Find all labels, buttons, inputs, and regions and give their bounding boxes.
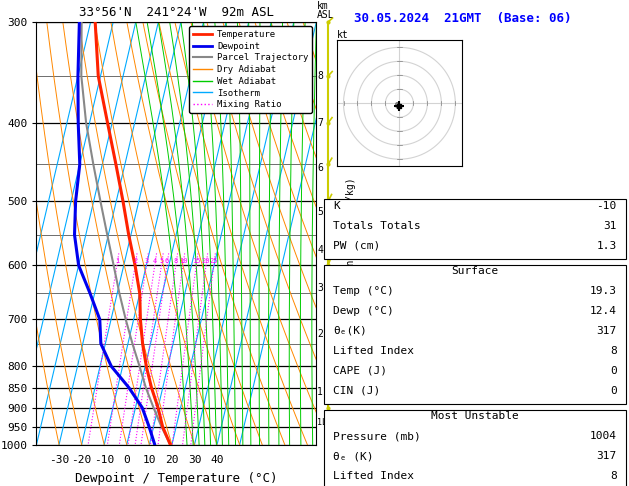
Text: 3: 3	[317, 283, 323, 293]
Text: 0: 0	[610, 366, 617, 376]
Text: 317: 317	[596, 451, 617, 461]
Text: K: K	[333, 201, 340, 210]
Text: 8: 8	[317, 71, 323, 81]
Text: -10: -10	[596, 201, 617, 210]
Text: 3: 3	[144, 258, 148, 263]
Bar	[324, 410, 626, 486]
Text: 4: 4	[317, 245, 323, 255]
Text: Pressure (mb): Pressure (mb)	[333, 431, 421, 441]
Text: 0: 0	[610, 386, 617, 396]
Text: 2: 2	[317, 329, 323, 339]
Text: Lifted Index: Lifted Index	[333, 471, 414, 481]
Text: Temp (°C): Temp (°C)	[333, 286, 394, 296]
Text: 10: 10	[179, 258, 187, 263]
Text: 317: 317	[596, 326, 617, 336]
Text: Most Unstable: Most Unstable	[431, 411, 519, 421]
Text: 19.3: 19.3	[590, 286, 617, 296]
Text: CIN (J): CIN (J)	[333, 386, 381, 396]
Text: 8: 8	[174, 258, 178, 263]
Text: 31: 31	[603, 221, 617, 230]
Text: 15: 15	[192, 258, 201, 263]
Text: 8: 8	[610, 346, 617, 356]
Text: 12.4: 12.4	[590, 306, 617, 316]
Text: 25: 25	[209, 258, 218, 263]
Text: 1.3: 1.3	[596, 241, 617, 251]
Text: 30: 30	[187, 455, 201, 465]
Text: 5: 5	[317, 207, 323, 217]
Text: 10: 10	[143, 455, 156, 465]
Text: 5: 5	[159, 258, 164, 263]
Text: 4: 4	[153, 258, 157, 263]
Text: -20: -20	[72, 455, 92, 465]
Text: Surface: Surface	[451, 266, 499, 276]
Text: θₑ (K): θₑ (K)	[333, 451, 374, 461]
Text: -30: -30	[49, 455, 69, 465]
Text: CAPE (J): CAPE (J)	[333, 366, 387, 376]
Text: 8: 8	[610, 471, 617, 481]
Text: 40: 40	[210, 455, 224, 465]
Text: 1: 1	[317, 387, 323, 397]
Legend: Temperature, Dewpoint, Parcel Trajectory, Dry Adiabat, Wet Adiabat, Isotherm, Mi: Temperature, Dewpoint, Parcel Trajectory…	[189, 26, 312, 113]
Text: 20: 20	[202, 258, 210, 263]
Text: 0: 0	[123, 455, 130, 465]
Text: km: km	[317, 1, 329, 11]
Text: Dewpoint / Temperature (°C): Dewpoint / Temperature (°C)	[75, 472, 277, 485]
Text: Lifted Index: Lifted Index	[333, 346, 414, 356]
Bar	[324, 265, 626, 404]
Text: 2: 2	[133, 258, 137, 263]
Text: PW (cm): PW (cm)	[333, 241, 381, 251]
Text: 6: 6	[317, 163, 323, 173]
Text: 7: 7	[317, 118, 323, 128]
Text: 1: 1	[114, 258, 119, 263]
Bar	[324, 199, 626, 259]
Title: 33°56'N  241°24'W  92m ASL: 33°56'N 241°24'W 92m ASL	[79, 6, 274, 19]
Text: Dewp (°C): Dewp (°C)	[333, 306, 394, 316]
Text: 6: 6	[165, 258, 169, 263]
Text: Totals Totals: Totals Totals	[333, 221, 421, 230]
Text: 30.05.2024  21GMT  (Base: 06): 30.05.2024 21GMT (Base: 06)	[353, 12, 571, 25]
Text: Mixing Ratio (g/kg): Mixing Ratio (g/kg)	[346, 177, 356, 289]
Text: -10: -10	[94, 455, 114, 465]
Text: 1LCL: 1LCL	[317, 418, 337, 428]
Text: kt: kt	[337, 30, 348, 39]
Text: 1004: 1004	[590, 431, 617, 441]
Text: 20: 20	[165, 455, 179, 465]
Text: ASL: ASL	[317, 10, 335, 20]
Text: θₑ(K): θₑ(K)	[333, 326, 367, 336]
